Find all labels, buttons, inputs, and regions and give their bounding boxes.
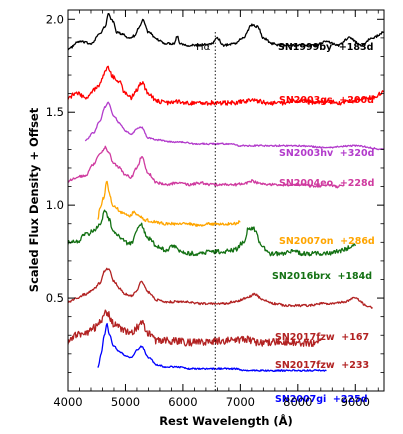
tick-layer: 4000 5000 6000 7000 8000 9000 0.5 1.0 1.5 2.0 <box>46 10 384 409</box>
series-line-8 <box>97 322 327 372</box>
series-line-6 <box>68 267 373 309</box>
y-tick-label-0: 0.5 <box>46 291 64 305</box>
y-axis-title: Scaled Flux Density + Offset <box>27 107 41 292</box>
series-layer <box>68 12 384 372</box>
series-line-1 <box>68 65 384 106</box>
series-label-8: SN2007gi +225d <box>275 394 368 405</box>
y-tick-label-3: 2.0 <box>46 12 64 26</box>
y-tick-label-1: 1.0 <box>46 198 64 212</box>
series-label-6: SN2017fzw +167 <box>275 332 369 343</box>
x-tick-label-5: 9000 <box>341 395 370 409</box>
x-tick-label-1: 5000 <box>111 395 140 409</box>
x-axis-title: Rest Wavelength (Å) <box>159 413 293 428</box>
series-line-7 <box>68 309 322 347</box>
y-tick-label-2: 1.5 <box>46 105 64 119</box>
series-label-7: SN2017fzw +233 <box>275 360 369 371</box>
x-tick-label-3: 7000 <box>226 395 255 409</box>
halpha-label: Hα <box>196 42 211 53</box>
x-tick-label-4: 8000 <box>283 395 312 409</box>
series-line-0 <box>68 12 384 51</box>
series-line-2 <box>84 101 384 151</box>
series-line-5 <box>68 209 356 257</box>
series-label-3: SN2004eo +228d <box>279 178 374 189</box>
x-tick-label-2: 6000 <box>168 395 197 409</box>
plot-frame <box>67 9 385 392</box>
series-label-1: SN2003gs +200d <box>279 95 374 106</box>
series-label-layer: SN1999by +183d SN2003gs +200d SN2003hv +32… <box>272 42 375 405</box>
series-label-2: SN2003hv +320d <box>279 148 374 159</box>
series-label-0: SN1999by +183d <box>278 42 373 53</box>
series-label-4: SN2007on +286d <box>279 236 375 247</box>
x-tick-label-0: 4000 <box>53 395 82 409</box>
series-line-3 <box>68 145 345 189</box>
series-line-4 <box>97 180 241 227</box>
series-label-5: SN2016brx +184d <box>272 271 372 282</box>
